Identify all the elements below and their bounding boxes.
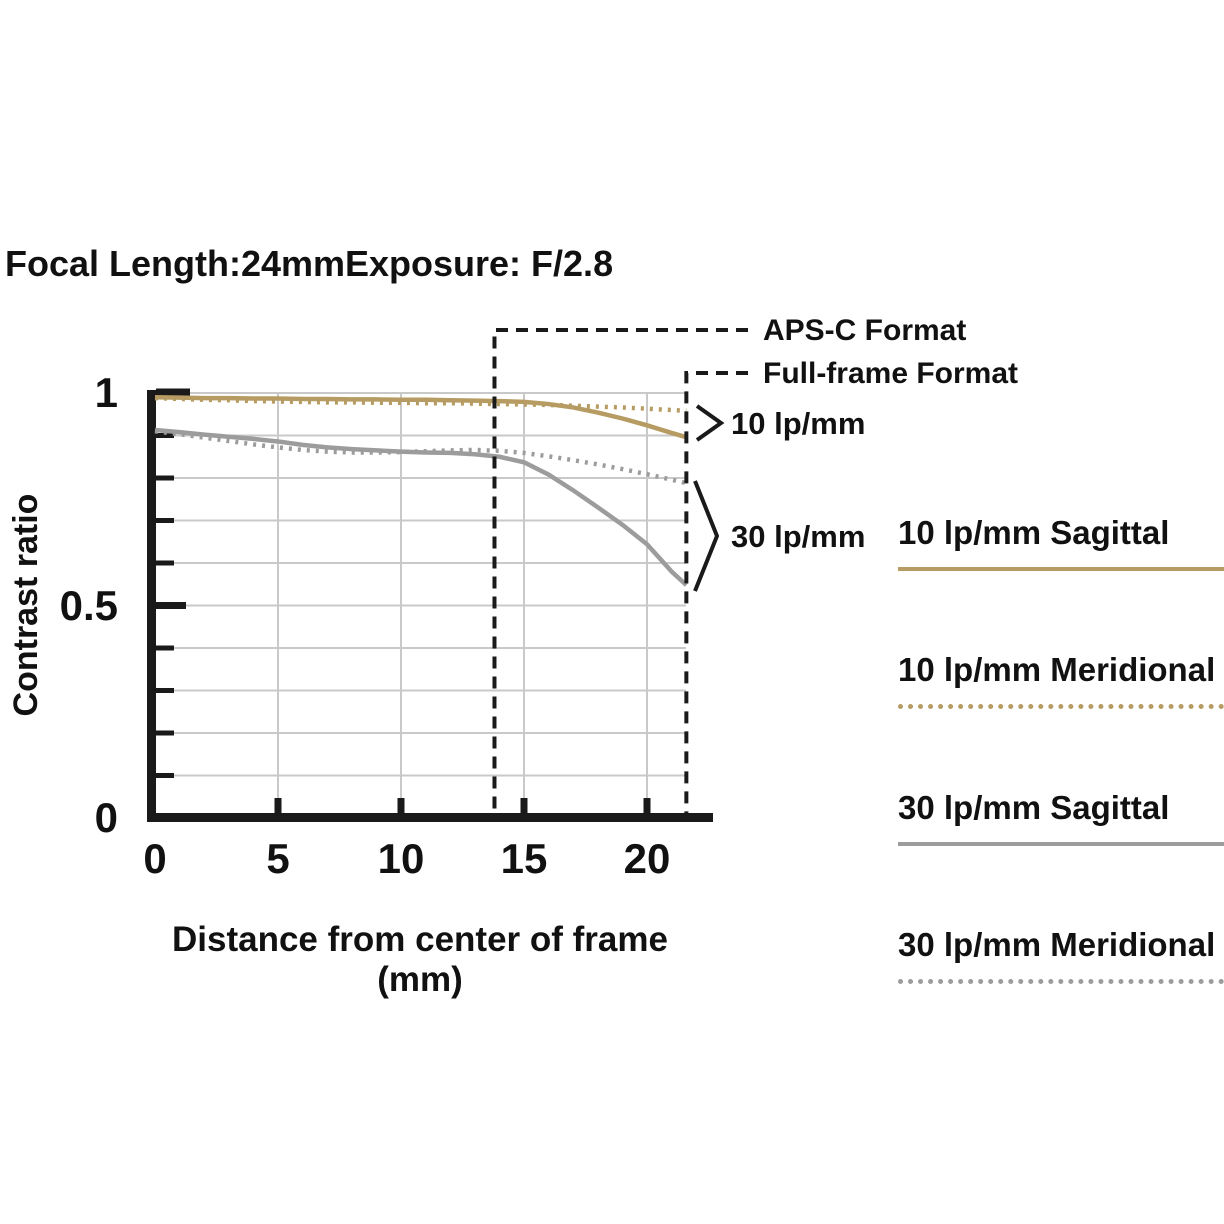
legend-line-sample — [898, 567, 1224, 571]
y-tick-label: 1 — [94, 369, 118, 416]
lp10-group-label: 10 lp/mm — [731, 406, 866, 441]
exposure-label: Exposure: F/2.8 — [345, 243, 614, 284]
x-tick-label: 0 — [143, 835, 167, 882]
y-axis-spine — [147, 390, 156, 822]
full-frame-format-boundary-line — [684, 371, 748, 813]
apsc-format-boundary-line — [492, 328, 748, 813]
legend-item: 30 lp/mm Sagittal — [898, 787, 1224, 846]
x-tick — [520, 798, 528, 813]
legend-label: 10 lp/mm Sagittal — [898, 514, 1170, 551]
y-tick-minor — [156, 560, 174, 566]
full-frame-format-label: Full-frame Format — [763, 357, 1019, 390]
y-tick-major — [156, 602, 186, 609]
x-tick-label: 10 — [377, 835, 425, 882]
y-tick-major — [156, 388, 190, 398]
lp10-bracket-icon — [695, 404, 725, 442]
y-tick-label: 0.5 — [59, 581, 118, 629]
y-tick-minor — [156, 730, 174, 736]
y-tick-minor — [156, 433, 174, 438]
x-tick-label: 15 — [500, 835, 548, 882]
y-tick-label: 0 — [94, 794, 118, 841]
x-tick-label: 5 — [266, 835, 290, 882]
legend-label: 30 lp/mm Meridional — [898, 926, 1216, 963]
lp30-bracket-icon — [693, 480, 720, 592]
legend-item: 10 lp/mm Meridional — [898, 649, 1224, 709]
legend-line-sample — [898, 704, 1224, 709]
curve-10-lp-mm-sagittal — [154, 395, 687, 440]
legend: 10 lp/mm Sagittal 10 lp/mm Meridional 30 l… — [898, 512, 1224, 1062]
curve-30-lp-mm-meridional — [154, 429, 687, 486]
curve-30-lp-mm-sagittal — [154, 427, 688, 587]
legend-label: 10 lp/mm Meridional — [898, 651, 1216, 688]
y-tick-minor — [156, 645, 174, 651]
x-axis-spine — [147, 813, 713, 822]
x-tick — [274, 798, 282, 813]
legend-item: 10 lp/mm Sagittal — [898, 512, 1224, 571]
focal-length-label: Focal Length:24mm — [5, 243, 346, 284]
x-tick — [643, 798, 651, 813]
y-tick-minor — [156, 773, 174, 778]
legend-label: 30 lp/mm Sagittal — [898, 789, 1170, 826]
legend-item: 30 lp/mm Meridional — [898, 924, 1224, 984]
x-axis-title: Distance from center of frame (mm) — [172, 920, 668, 999]
x-tick — [397, 798, 405, 813]
y-tick-minor — [156, 475, 174, 481]
apsc-format-label: APS-C Format — [763, 314, 967, 347]
x-tick-label: 20 — [623, 835, 671, 882]
curve-10-lp-mm-meridional — [154, 395, 687, 414]
legend-line-sample — [898, 979, 1224, 984]
y-axis-title: Contrast ratio — [7, 493, 45, 717]
y-tick-minor — [156, 518, 174, 523]
y-tick-minor — [156, 688, 174, 693]
legend-line-sample — [898, 842, 1224, 846]
lp30-group-label: 30 lp/mm — [731, 519, 866, 554]
